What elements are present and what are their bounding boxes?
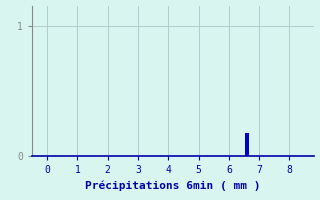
X-axis label: Précipitations 6min ( mm ): Précipitations 6min ( mm ) [85,181,260,191]
Bar [245,133,249,156]
